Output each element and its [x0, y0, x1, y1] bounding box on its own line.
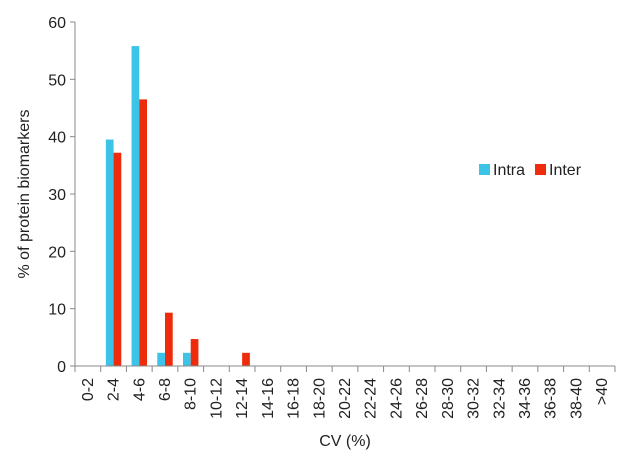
x-tick-label: 14-16: [260, 378, 277, 419]
y-tick-label: 20: [48, 244, 66, 261]
x-tick-label: 0-2: [80, 378, 97, 401]
x-tick-label: 34-36: [517, 378, 534, 419]
bar-inter-2-4: [113, 152, 122, 366]
x-tick-label: 20-22: [337, 378, 354, 419]
legend-swatch-inter: [535, 164, 547, 175]
bar-intra-2-4: [105, 139, 114, 366]
x-tick-label: 28-30: [440, 378, 457, 419]
x-tick-label: 32-34: [491, 378, 508, 419]
bar-inter-6-8: [165, 312, 173, 366]
x-tick-label: 2-4: [106, 378, 123, 401]
legend-label-intra: Intra: [493, 162, 525, 179]
x-tick-label: 8-10: [183, 378, 200, 410]
legend-label-inter: Inter: [549, 162, 582, 179]
x-tick-label: 36-38: [543, 378, 560, 419]
x-tick-label: 30-32: [466, 378, 483, 419]
x-tick-label: 4-6: [131, 378, 148, 401]
x-axis-ticks: 0-2 2-4 4-6 6-8 8-10 10-12 12-14 14-16 16-18 18-2…: [74, 366, 616, 419]
x-tick-label: 16-18: [286, 378, 303, 419]
legend-swatch-intra: [479, 164, 490, 175]
x-tick-label: 18-20: [311, 378, 328, 419]
x-tick-label: 26-28: [414, 378, 431, 419]
bar-inter-12-14: [242, 352, 250, 366]
y-axis-ticks: 0 10 20 30 40 50 60: [48, 15, 75, 376]
x-tick-label: 6-8: [157, 378, 174, 401]
y-tick-label: 50: [48, 72, 66, 89]
y-tick-label: 40: [48, 130, 66, 147]
x-tick-label: 38-40: [568, 378, 585, 419]
bar-intra-6-8: [157, 352, 165, 366]
bars: [105, 46, 250, 367]
x-tick-label: 12-14: [234, 378, 251, 419]
y-axis-label: % of protein biomarkers: [16, 110, 33, 279]
x-axis-label: CV (%): [319, 433, 371, 450]
legend: Intra Inter: [479, 162, 582, 179]
bar-inter-4-6: [139, 99, 147, 367]
x-tick-label: 24-26: [388, 378, 405, 419]
y-tick-label: 0: [57, 359, 66, 376]
bar-intra-4-6: [131, 46, 140, 366]
bar-inter-8-10: [190, 339, 199, 366]
bar-intra-8-10: [183, 352, 191, 366]
y-tick-label: 30: [48, 187, 66, 204]
y-tick-label: 60: [48, 15, 66, 32]
x-tick-label: >40: [594, 378, 611, 405]
y-tick-label: 10: [48, 302, 66, 319]
x-tick-label: 22-24: [363, 378, 380, 419]
x-tick-label: 10-12: [208, 378, 225, 419]
